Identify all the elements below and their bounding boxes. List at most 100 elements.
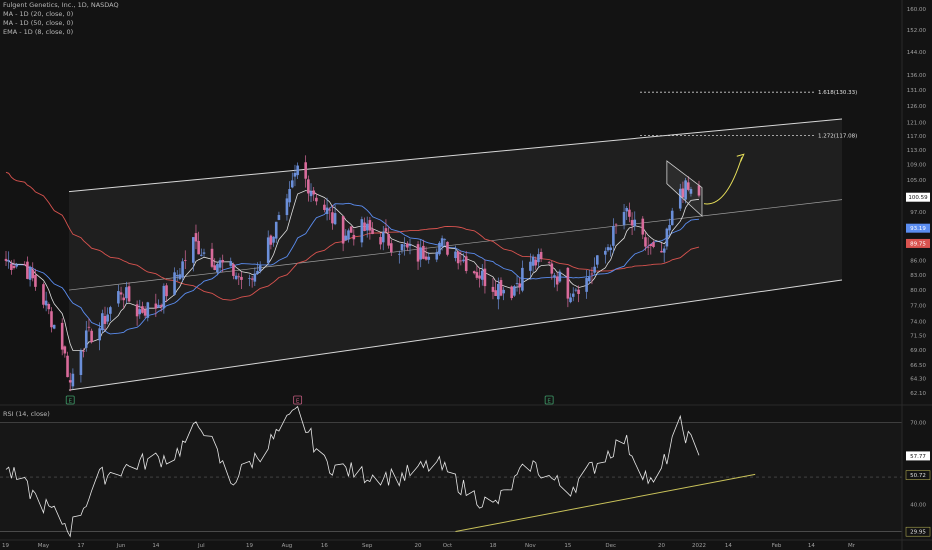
candle-body[interactable] [352, 234, 356, 240]
legend-symbol[interactable]: Fulgent Genetics, Inc., 1D, NASDAQ [3, 1, 119, 9]
candle-body[interactable] [135, 304, 139, 317]
candle-body[interactable] [670, 210, 674, 226]
candle-body[interactable] [480, 270, 484, 280]
candle-body[interactable] [269, 235, 273, 245]
candle-body[interactable] [253, 273, 257, 282]
candle-body[interactable] [365, 223, 369, 231]
candle-body[interactable] [419, 247, 423, 260]
candle-body[interactable] [462, 259, 465, 262]
candle-body[interactable] [553, 275, 556, 278]
candle-body[interactable] [159, 305, 163, 307]
candle-body[interactable] [406, 243, 409, 248]
candle-body[interactable] [216, 264, 219, 273]
candle-body[interactable] [258, 265, 262, 272]
earnings-marker[interactable]: E [65, 395, 75, 405]
candle-body[interactable] [315, 197, 318, 202]
candle-body[interactable] [593, 266, 596, 273]
candle-body[interactable] [574, 289, 578, 291]
channel-upper-line[interactable] [68, 118, 843, 193]
candle-body[interactable] [555, 276, 559, 285]
candle-body[interactable] [234, 275, 238, 280]
candle-body[interactable] [577, 289, 580, 294]
candle-body[interactable] [596, 255, 599, 265]
forecast-arrow[interactable] [703, 157, 743, 205]
candle-body[interactable] [183, 259, 187, 261]
candle-body[interactable] [288, 189, 291, 203]
candle-body[interactable] [464, 256, 468, 272]
candle-body[interactable] [566, 267, 570, 299]
candle-body[interactable] [256, 270, 259, 274]
candle-body[interactable] [323, 204, 326, 210]
candle-body[interactable] [689, 189, 693, 194]
candle-body[interactable] [154, 303, 158, 309]
candle-body[interactable] [202, 252, 206, 254]
candle-body[interactable] [304, 162, 307, 179]
candle-body[interactable] [221, 259, 225, 263]
candle-body[interactable] [10, 263, 13, 270]
candle-body[interactable] [266, 237, 270, 264]
candle-body[interactable] [138, 309, 142, 315]
candle-body[interactable] [119, 292, 123, 295]
candle-body[interactable] [307, 179, 310, 194]
candle-body[interactable] [697, 185, 701, 196]
candle-body[interactable] [379, 237, 382, 245]
legend-ema8[interactable]: EMA - 1D (8, close, 0) [3, 28, 74, 36]
candle-body[interactable] [296, 165, 299, 176]
candle-body[interactable] [341, 216, 345, 244]
candle-body[interactable] [47, 304, 51, 310]
candle-body[interactable] [274, 221, 278, 239]
candle-body[interactable] [106, 314, 109, 322]
candle-body[interactable] [681, 188, 685, 198]
candle-body[interactable] [660, 250, 663, 253]
candle-body[interactable] [200, 254, 203, 256]
candle-body[interactable] [194, 233, 198, 242]
candle-body[interactable] [250, 278, 254, 280]
candle-body[interactable] [558, 271, 562, 282]
earnings-marker[interactable]: E [293, 395, 303, 405]
candle-body[interactable] [483, 268, 487, 287]
candle-body[interactable] [408, 244, 412, 246]
candle-body[interactable] [529, 261, 532, 271]
candle-body[interactable] [550, 263, 554, 274]
candle-body[interactable] [328, 209, 332, 211]
candle-body[interactable] [585, 278, 588, 292]
candle-body[interactable] [309, 191, 313, 197]
candle-body[interactable] [435, 252, 439, 260]
candle-body[interactable] [42, 284, 45, 305]
candle-body[interactable] [569, 297, 572, 303]
candle-body[interactable] [368, 220, 372, 231]
candle-body[interactable] [232, 264, 235, 276]
candle-body[interactable] [87, 326, 91, 328]
candle-body[interactable] [510, 286, 513, 299]
rsi-trendline[interactable] [455, 473, 756, 533]
candle-body[interactable] [668, 225, 671, 231]
candle-body[interactable] [630, 220, 634, 226]
candle-body[interactable] [360, 219, 364, 243]
candle-body[interactable] [90, 330, 93, 343]
bull-flag-pattern[interactable] [666, 160, 703, 218]
candle-body[interactable] [127, 286, 131, 302]
legend-ma20[interactable]: MA - 1D (20, close, 0) [3, 10, 74, 18]
candle-body[interactable] [248, 278, 251, 280]
channel-lower-line[interactable] [68, 279, 843, 391]
candle-body[interactable] [117, 291, 120, 304]
candle-body[interactable] [371, 229, 374, 235]
candle-body[interactable] [652, 242, 655, 247]
candle-body[interactable] [181, 261, 184, 278]
candle-body[interactable] [539, 252, 543, 260]
candle-body[interactable] [363, 222, 366, 231]
candle-body[interactable] [349, 226, 353, 233]
candle-body[interactable] [31, 269, 35, 279]
candle-body[interactable] [609, 247, 612, 251]
candle-body[interactable] [440, 238, 444, 246]
candle-body[interactable] [518, 283, 522, 288]
candle-body[interactable] [68, 380, 72, 383]
candle-body[interactable] [571, 293, 575, 297]
candle-body[interactable] [622, 211, 626, 226]
candle-body[interactable] [459, 260, 463, 262]
candle-body[interactable] [98, 328, 101, 341]
candle-body[interactable] [547, 262, 551, 263]
candle-body[interactable] [646, 246, 650, 248]
candle-body[interactable] [290, 180, 294, 188]
candle-body[interactable] [475, 272, 479, 278]
